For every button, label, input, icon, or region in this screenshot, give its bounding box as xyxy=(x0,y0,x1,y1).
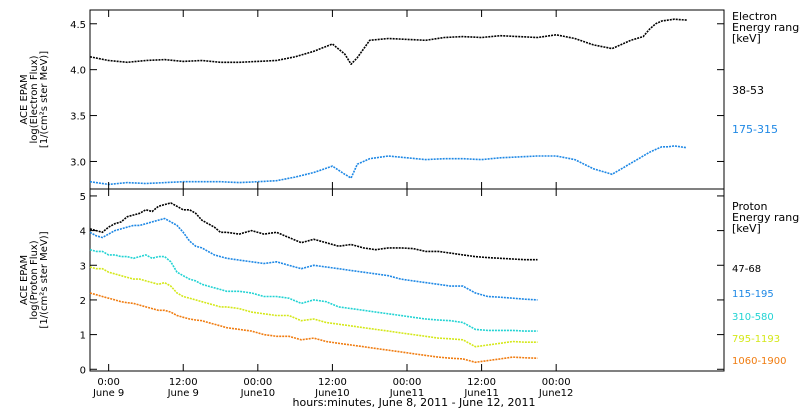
y-axis-label: log(Proton Flux) xyxy=(29,240,40,319)
x-tick-date: June11 xyxy=(463,388,499,399)
y-axis-label: log(Electron Flux) xyxy=(29,55,40,143)
series-line xyxy=(89,292,538,364)
x-tick-date: June10 xyxy=(314,388,350,399)
electron-panel: 3.0 3.5 4.0 4.5 ACE EPAM log(Electron Flux) [1… xyxy=(19,9,800,190)
y-tick-label: 3.0 xyxy=(70,157,86,168)
y-tick-label: 4.0 xyxy=(70,66,86,77)
x-tick-time: 12:00 xyxy=(318,377,347,388)
y-axis-label: [1/(cm²s ster MeV)] xyxy=(39,231,50,328)
x-tick-time: 00:00 xyxy=(542,377,571,388)
x-tick-date: June10 xyxy=(240,388,276,399)
series-line xyxy=(89,266,538,348)
series-line xyxy=(89,202,538,261)
y-tick-label: 0 xyxy=(80,365,86,376)
y-axis-label: [1/(cm²s ster MeV)] xyxy=(39,51,50,148)
series-line xyxy=(89,248,538,332)
legend-entry: 47-68 xyxy=(732,264,761,275)
legend-entry: 310-580 xyxy=(732,312,774,323)
plot-frame xyxy=(89,188,725,372)
x-tick-date: June 9 xyxy=(167,388,199,399)
plot-frame xyxy=(89,9,725,190)
x-tick-date: June12 xyxy=(538,388,574,399)
legend-entry: 795-1193 xyxy=(732,334,780,345)
x-tick-time: 12:00 xyxy=(467,377,496,388)
legend-entry: 115-195 xyxy=(732,289,774,300)
legend-title: Energy ranges xyxy=(732,21,800,34)
x-tick-date: June 9 xyxy=(92,388,124,399)
x-tick-date: June11 xyxy=(389,388,425,399)
x-tick-time: 0:00 xyxy=(97,377,119,388)
legend-title: Energy ranges xyxy=(732,211,800,224)
y-tick-label: 4 xyxy=(80,227,86,238)
y-tick-label: 5 xyxy=(80,192,86,203)
x-axis-title: hours:minutes, June 8, 2011 - June 12, 2… xyxy=(293,396,536,409)
x-tick-time: 00:00 xyxy=(393,377,422,388)
series-line xyxy=(89,145,687,186)
y-axis-label: ACE EPAM xyxy=(19,255,30,305)
series-line xyxy=(89,18,687,65)
legend-title: [keV] xyxy=(732,222,761,235)
y-tick-label: 2 xyxy=(80,296,86,307)
legend-title: [keV] xyxy=(732,32,761,45)
y-tick-label: 3 xyxy=(80,261,86,272)
x-tick-time: 00:00 xyxy=(243,377,272,388)
legend-title: Electron xyxy=(732,10,777,23)
y-tick-label: 3.5 xyxy=(70,112,86,123)
legend-title: Proton xyxy=(732,200,767,213)
proton-panel: 0 1 2 3 4 5 ACE EPAM log(Proton Flux) [1/(cm²s s… xyxy=(19,188,800,376)
legend-entry: 38-53 xyxy=(732,84,764,97)
y-tick-label: 1 xyxy=(80,331,86,342)
y-tick-label: 4.5 xyxy=(70,20,86,31)
y-axis-label: ACE EPAM xyxy=(19,74,30,124)
legend-entry: 1060-1900 xyxy=(732,356,787,367)
legend-entry: 175-315 xyxy=(732,123,778,136)
x-tick-time: 12:00 xyxy=(169,377,198,388)
series-line xyxy=(89,217,538,301)
